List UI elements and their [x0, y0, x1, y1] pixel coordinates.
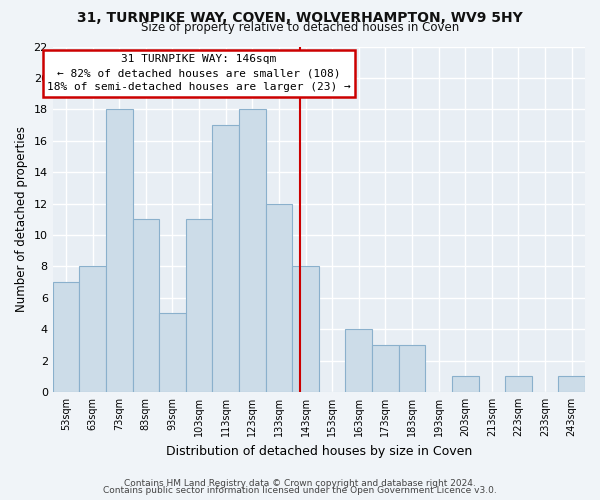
Text: Contains HM Land Registry data © Crown copyright and database right 2024.: Contains HM Land Registry data © Crown c…: [124, 478, 476, 488]
Y-axis label: Number of detached properties: Number of detached properties: [15, 126, 28, 312]
Bar: [266, 204, 292, 392]
Bar: [159, 314, 186, 392]
Bar: [398, 345, 425, 392]
Bar: [452, 376, 479, 392]
Text: 31 TURNPIKE WAY: 146sqm
← 82% of detached houses are smaller (108)
18% of semi-d: 31 TURNPIKE WAY: 146sqm ← 82% of detache…: [47, 54, 351, 92]
X-axis label: Distribution of detached houses by size in Coven: Distribution of detached houses by size …: [166, 444, 472, 458]
Text: Size of property relative to detached houses in Coven: Size of property relative to detached ho…: [141, 22, 459, 35]
Bar: [79, 266, 106, 392]
Bar: [372, 345, 398, 392]
Bar: [186, 219, 212, 392]
Bar: [292, 266, 319, 392]
Bar: [53, 282, 79, 392]
Bar: [346, 329, 372, 392]
Bar: [239, 110, 266, 392]
Text: Contains public sector information licensed under the Open Government Licence v3: Contains public sector information licen…: [103, 486, 497, 495]
Bar: [559, 376, 585, 392]
Text: 31, TURNPIKE WAY, COVEN, WOLVERHAMPTON, WV9 5HY: 31, TURNPIKE WAY, COVEN, WOLVERHAMPTON, …: [77, 11, 523, 25]
Bar: [505, 376, 532, 392]
Bar: [133, 219, 159, 392]
Bar: [212, 125, 239, 392]
Bar: [106, 110, 133, 392]
